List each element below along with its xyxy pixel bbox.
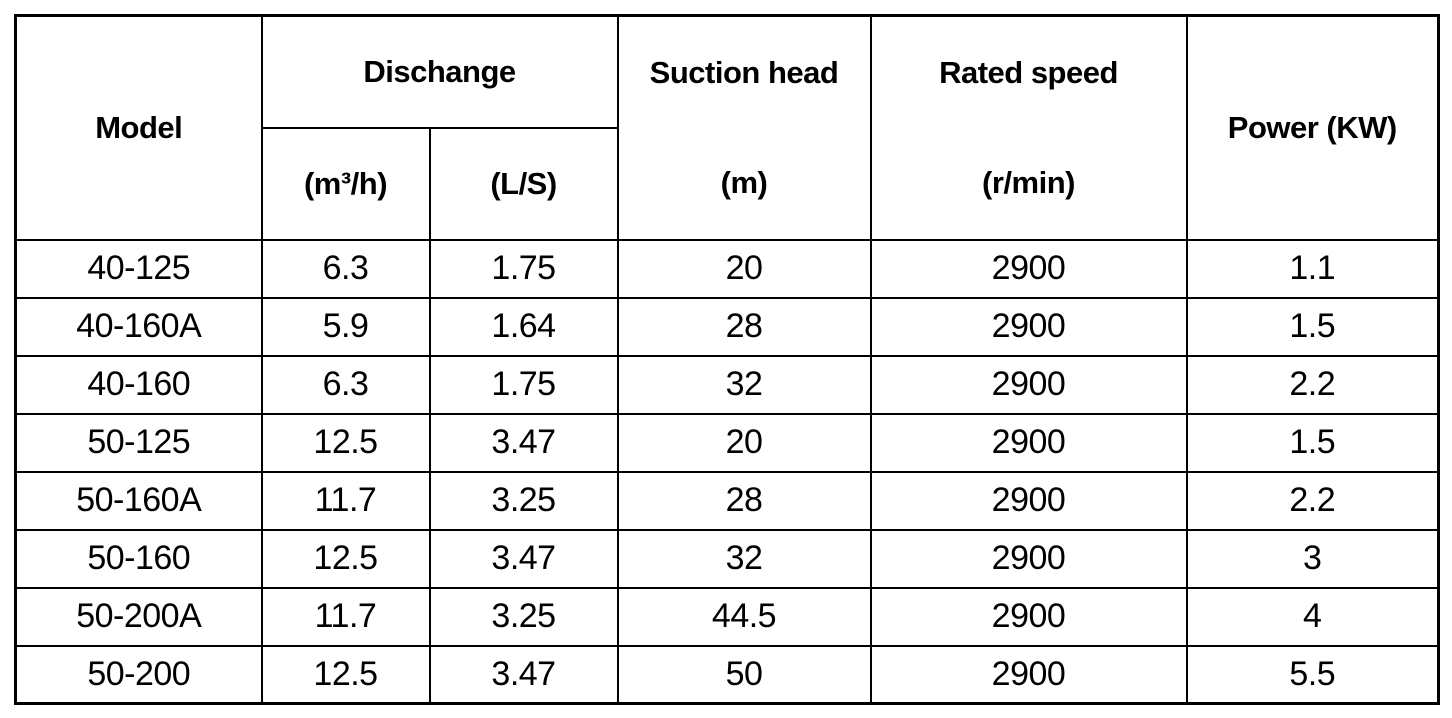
cell-model: 50-200	[14, 644, 263, 705]
pump-spec-table-wrap: Model Dischange Suction head (m) Rated s…	[14, 14, 1440, 705]
header-discharge-group: Dischange	[260, 14, 619, 129]
cell-power: 4	[1185, 586, 1440, 647]
cell-discharge-m3h: 12.5	[260, 528, 431, 589]
cell-discharge-ls: 3.47	[428, 528, 619, 589]
cell-discharge-m3h: 6.3	[260, 354, 431, 415]
cell-suction-head: 28	[616, 296, 872, 357]
header-discharge-unit-m3h: (m³/h)	[260, 126, 431, 241]
suction-head-label: Suction head	[649, 54, 839, 90]
cell-rated-speed: 2900	[869, 296, 1188, 357]
cell-discharge-ls: 3.25	[428, 470, 619, 531]
suction-head-unit: (m)	[720, 164, 768, 200]
cell-power: 1.1	[1185, 238, 1440, 299]
cell-power: 3	[1185, 528, 1440, 589]
cell-discharge-ls: 1.75	[428, 238, 619, 299]
rated-speed-label: Rated speed	[939, 54, 1118, 90]
cell-discharge-ls: 3.25	[428, 586, 619, 647]
cell-discharge-m3h: 6.3	[260, 238, 431, 299]
cell-rated-speed: 2900	[869, 354, 1188, 415]
cell-power: 1.5	[1185, 412, 1440, 473]
cell-power: 2.2	[1185, 470, 1440, 531]
cell-suction-head: 32	[616, 528, 872, 589]
rated-speed-unit: (r/min)	[982, 164, 1075, 200]
cell-rated-speed: 2900	[869, 528, 1188, 589]
header-rated-speed: Rated speed (r/min)	[869, 14, 1188, 241]
cell-model: 50-200A	[14, 586, 263, 647]
cell-model: 50-125	[14, 412, 263, 473]
header-model: Model	[14, 14, 263, 241]
header-power: Power (KW)	[1185, 14, 1440, 241]
cell-power: 5.5	[1185, 644, 1440, 705]
cell-power: 1.5	[1185, 296, 1440, 357]
cell-suction-head: 50	[616, 644, 872, 705]
cell-discharge-ls: 3.47	[428, 412, 619, 473]
table-row: 50-160 12.5 3.47 32 2900 3	[14, 528, 1440, 589]
table-row: 40-160A 5.9 1.64 28 2900 1.5	[14, 296, 1440, 357]
table-body: 40-125 6.3 1.75 20 2900 1.1 40-160A 5.9 …	[14, 238, 1440, 705]
cell-rated-speed: 2900	[869, 238, 1188, 299]
cell-discharge-m3h: 5.9	[260, 296, 431, 357]
pump-spec-table: Model Dischange Suction head (m) Rated s…	[14, 14, 1440, 705]
cell-power: 2.2	[1185, 354, 1440, 415]
table-row: 50-160A 11.7 3.25 28 2900 2.2	[14, 470, 1440, 531]
cell-model: 40-160	[14, 354, 263, 415]
rated-speed-stack: Rated speed (r/min)	[873, 18, 1185, 238]
cell-suction-head: 32	[616, 354, 872, 415]
cell-model: 40-160A	[14, 296, 263, 357]
cell-discharge-ls: 3.47	[428, 644, 619, 705]
cell-suction-head: 44.5	[616, 586, 872, 647]
cell-model: 40-125	[14, 238, 263, 299]
table-header: Model Dischange Suction head (m) Rated s…	[14, 14, 1440, 241]
cell-rated-speed: 2900	[869, 586, 1188, 647]
header-row-units: (m³/h) (L/S)	[16, 126, 1439, 241]
header-suction-head: Suction head (m)	[616, 14, 872, 241]
cell-rated-speed: 2900	[869, 644, 1188, 705]
table-row: 40-160 6.3 1.75 32 2900 2.2	[14, 354, 1440, 415]
cell-discharge-m3h: 12.5	[260, 644, 431, 705]
cell-discharge-ls: 1.75	[428, 354, 619, 415]
cell-discharge-m3h: 11.7	[260, 586, 431, 647]
header-discharge-unit-ls: (L/S)	[428, 126, 619, 241]
cell-suction-head: 20	[616, 238, 872, 299]
cell-model: 50-160A	[14, 470, 263, 531]
table-row: 50-200 12.5 3.47 50 2900 5.5	[14, 644, 1440, 705]
cell-rated-speed: 2900	[869, 412, 1188, 473]
table-row: 40-125 6.3 1.75 20 2900 1.1	[14, 238, 1440, 299]
cell-discharge-m3h: 11.7	[260, 470, 431, 531]
cell-suction-head: 20	[616, 412, 872, 473]
suction-head-stack: Suction head (m)	[620, 18, 869, 238]
cell-discharge-m3h: 12.5	[260, 412, 431, 473]
table-row: 50-125 12.5 3.47 20 2900 1.5	[14, 412, 1440, 473]
header-row-top: Model Dischange Suction head (m) Rated s…	[14, 14, 1440, 241]
cell-discharge-ls: 1.64	[428, 296, 619, 357]
table-row: 50-200A 11.7 3.25 44.5 2900 4	[14, 586, 1440, 647]
cell-model: 50-160	[14, 528, 263, 589]
cell-rated-speed: 2900	[869, 470, 1188, 531]
cell-suction-head: 28	[616, 470, 872, 531]
